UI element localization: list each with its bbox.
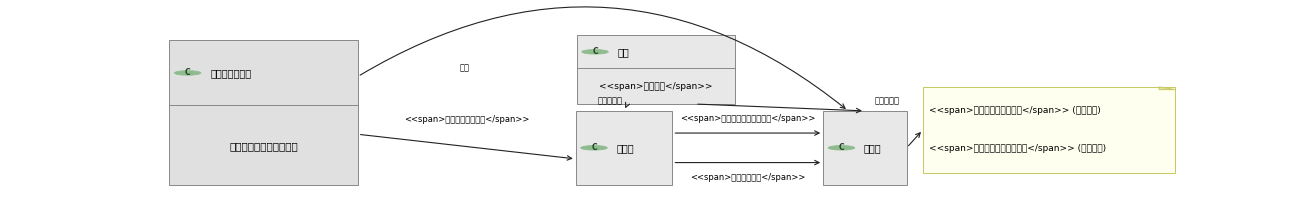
- Text: <<span>装置が滑らかに動く</span>> (摩擦軽減): <<span>装置が滑らかに動く</span>> (摩擦軽減): [929, 106, 1101, 115]
- Circle shape: [175, 71, 201, 75]
- Text: 回転輪: 回転輪: [616, 143, 635, 153]
- Text: 固定: 固定: [460, 64, 469, 72]
- Text: 機械式密封装置のしくみ: 機械式密封装置のしくみ: [229, 142, 298, 152]
- FancyBboxPatch shape: [922, 87, 1176, 173]
- Text: ばね: ばね: [618, 47, 629, 57]
- Text: <<span>極めて高い精度で研磨</span>>: <<span>極めて高い精度で研磨</span>>: [681, 114, 816, 123]
- Circle shape: [828, 146, 854, 150]
- Text: C: C: [593, 47, 598, 56]
- Text: 押し付ける: 押し付ける: [597, 96, 622, 105]
- Polygon shape: [1159, 87, 1176, 90]
- Circle shape: [582, 50, 608, 54]
- Text: <<span>回転軸に取り付け</span>>: <<span>回転軸に取り付け</span>>: [403, 115, 530, 124]
- Text: C: C: [838, 143, 845, 152]
- Text: 押し付ける: 押し付ける: [875, 96, 900, 105]
- Text: <<span>装置の寿命を長くする</span>> (摩耗防止): <<span>装置の寿命を長くする</span>> (摩耗防止): [929, 144, 1106, 153]
- Text: 固定輪: 固定輪: [863, 143, 882, 153]
- Text: 機械式密封装置: 機械式密封装置: [210, 68, 251, 78]
- Text: C: C: [591, 143, 597, 152]
- FancyBboxPatch shape: [170, 41, 357, 185]
- Text: C: C: [185, 68, 191, 77]
- FancyBboxPatch shape: [823, 111, 907, 185]
- FancyBboxPatch shape: [576, 111, 673, 185]
- Text: <<span>ばねの力</span>>: <<span>ばねの力</span>>: [599, 82, 712, 91]
- Text: <<span>薄い液体の膜</span>>: <<span>薄い液体の膜</span>>: [690, 173, 805, 182]
- FancyBboxPatch shape: [577, 35, 735, 104]
- Circle shape: [581, 146, 607, 150]
